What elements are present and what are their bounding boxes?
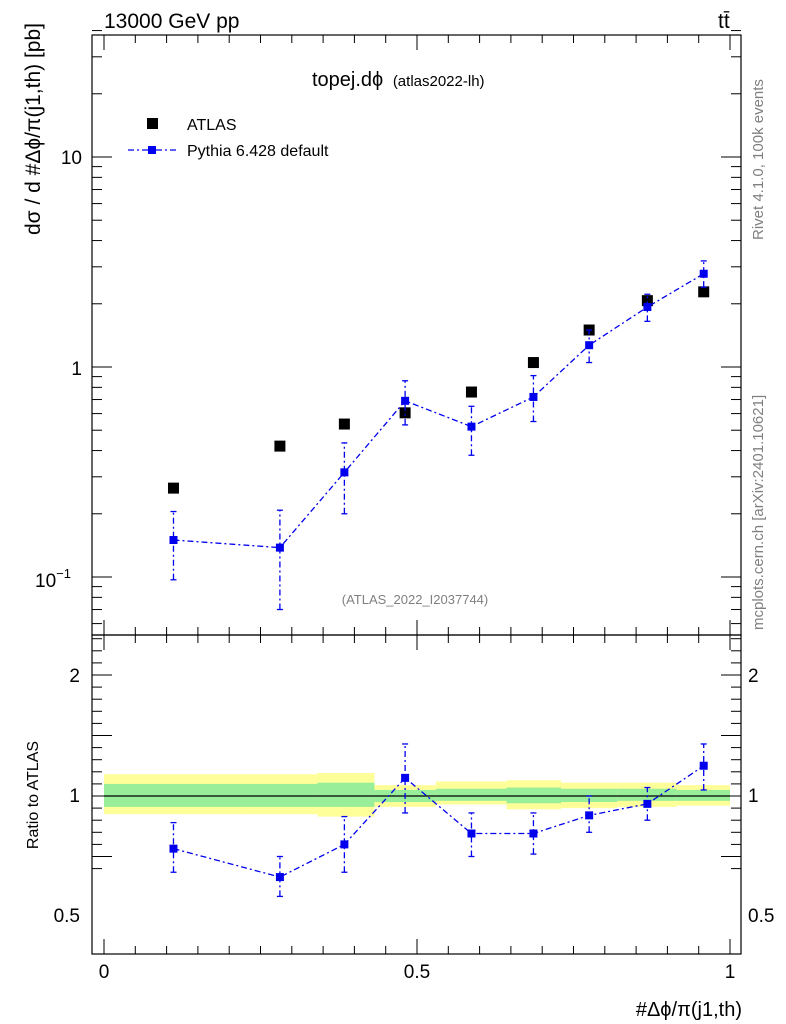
atlas-point-8 [698,286,710,298]
y-tick-label-0.1: 10−1 [35,566,71,592]
x-tick-label-0.5: 0.5 [404,962,430,983]
green-band-bin-7 [617,788,677,801]
ratio-pythia-point-1 [275,873,284,882]
pythia-point-5 [529,392,538,401]
ratio-pythia-point-4 [467,829,476,838]
legend-pythia-label: Pythia 6.428 default [187,143,329,160]
axis-ticks [92,30,741,954]
main-y-axis-title-text: dσ / d #Δϕ/π(j1,th) [pb] [22,23,45,235]
green-band-bin-4 [435,788,507,801]
main-series [167,260,710,611]
ratio-pythia-point-6 [585,811,594,820]
legend-pythia-marker [148,146,156,154]
ratio-pythia-point-3 [401,773,410,782]
main-y-axis-title: dσ / d #Δϕ/π(j1,th) [pb] [22,23,45,235]
x-tick-label-1: 1 [725,962,736,983]
atlas-point-0 [167,482,179,494]
atlas-point-1 [274,440,286,452]
ratio-y-tick-label-2-left: 2 [69,666,80,687]
plot-title-main: topej.dϕ [312,69,383,91]
energy-label: 13000 GeV pp [104,10,239,33]
y-tick-label-0.1-base: 10 [35,571,56,592]
pythia-point-4 [467,422,476,431]
ratio-pythia-point-0 [169,844,178,853]
ratio-y-tick-label-0.5-left: 0.5 [54,906,80,927]
atlas-point-4 [465,386,477,398]
pythia-point-0 [169,536,178,545]
ratio-y-tick-label-0.5-right: 0.5 [748,906,774,927]
ratio-y-axis-title: Ratio to ATLAS [25,741,42,849]
ratio-y-tick-label-2-right: 2 [748,666,759,687]
atlas-point-3 [399,407,411,419]
atlas-point-7 [641,295,653,307]
pythia-point-8 [699,269,708,278]
ratio-pythia-point-5 [529,829,538,838]
mcplots-label: mcplots.cern.ch [arXiv:2401.10621] [750,395,767,630]
legend-atlas-marker [147,118,158,129]
green-band-bin-2 [317,782,375,807]
pythia-point-1 [275,543,284,552]
atlas-point-2 [338,418,350,430]
y-tick-label-10: 10 [61,148,82,169]
x-axis-title: #Δϕ/π(j1,th) [636,999,742,1021]
ratio-y-tick-label-1-left: 1 [69,786,80,807]
y-tick-label-1: 1 [71,359,82,380]
pythia-point-3 [401,396,410,405]
analysis-label: (ATLAS_2022_I2037744) [342,592,488,607]
ratio-pythia-point-2 [340,840,349,849]
process-label: tt̄ [718,10,730,33]
ratio-pythia-point-7 [643,799,652,808]
pythia-point-7 [643,303,652,312]
y-tick-label-0.1-exp: −1 [56,566,71,581]
pythia-point-6 [585,341,594,350]
ratio-series [169,743,708,898]
legend-atlas-label: ATLAS [187,117,237,134]
plot-title: topej.dϕ (atlas2022-lh) [312,69,485,91]
pythia-line [173,273,705,549]
ratio-y-tick-label-1-right: 1 [748,786,759,807]
pythia-point-2 [340,468,349,477]
rivet-label: Rivet 4.1.0, 100k events [750,79,767,240]
x-tick-label-0: 0 [99,962,110,983]
ratio-pythia-point-8 [699,761,708,770]
ratio-uncertainty-bands [104,773,730,817]
plot-title-sub: (atlas2022-lh) [393,73,485,90]
atlas-point-5 [527,357,539,369]
ratio-series-clipped [169,743,708,898]
